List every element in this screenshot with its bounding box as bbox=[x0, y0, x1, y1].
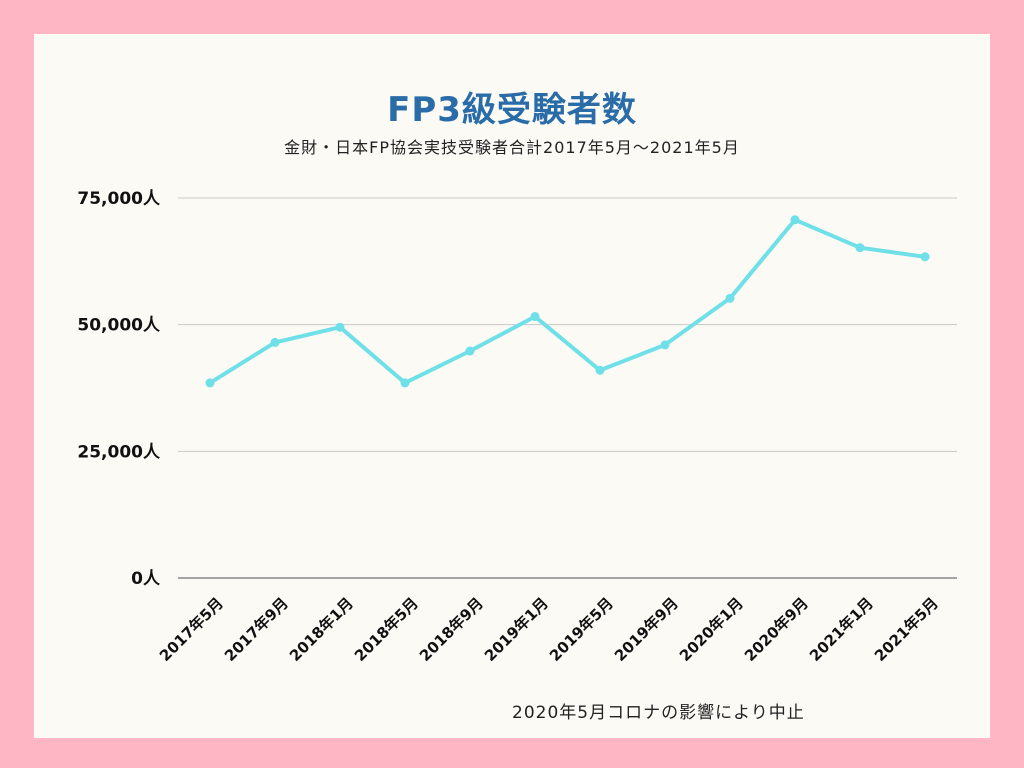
data-point bbox=[790, 215, 800, 225]
data-point bbox=[530, 312, 540, 322]
series-points bbox=[205, 215, 930, 388]
grid-lines bbox=[178, 197, 957, 579]
x-tick-label: 2017年9月 bbox=[221, 594, 292, 665]
series-line-path bbox=[208, 217, 927, 385]
x-tick-label: 2020年1月 bbox=[676, 594, 747, 665]
data-point bbox=[465, 346, 475, 356]
x-tick-label: 2019年9月 bbox=[611, 594, 682, 665]
chart-annotation: 2020年5月コロナの影響により中止 bbox=[512, 703, 805, 723]
data-point bbox=[270, 337, 280, 347]
data-point bbox=[725, 293, 735, 303]
x-tick-label: 2018年1月 bbox=[286, 594, 357, 665]
chart-title: FP3級受験者数 bbox=[387, 90, 637, 130]
data-point bbox=[595, 365, 605, 375]
x-tick-label: 2019年1月 bbox=[481, 594, 552, 665]
y-tick-label: 75,000人 bbox=[77, 189, 161, 209]
x-tick-label: 2020年9月 bbox=[741, 594, 812, 665]
x-tick-label: 2017年5月 bbox=[156, 594, 227, 665]
series-line bbox=[208, 217, 927, 385]
x-axis-ticks: 2017年5月2017年9月2018年1月2018年5月2018年9月2019年… bbox=[156, 594, 942, 665]
data-point bbox=[660, 340, 670, 350]
y-tick-label: 25,000人 bbox=[77, 442, 161, 462]
data-point bbox=[400, 378, 410, 388]
data-point bbox=[335, 322, 345, 332]
x-tick-label: 2021年1月 bbox=[806, 594, 877, 665]
x-tick-label: 2019年5月 bbox=[546, 594, 617, 665]
y-tick-label: 50,000人 bbox=[77, 316, 161, 336]
x-tick-label: 2021年5月 bbox=[871, 594, 942, 665]
chart-card: FP3級受験者数 金財・日本FP協会実技受験者合計2017年5月～2021年5月… bbox=[34, 34, 990, 738]
data-point bbox=[920, 252, 930, 262]
chart-subtitle: 金財・日本FP協会実技受験者合計2017年5月～2021年5月 bbox=[284, 138, 740, 157]
x-tick-label: 2018年9月 bbox=[416, 594, 487, 665]
data-point bbox=[205, 378, 215, 388]
data-point bbox=[855, 243, 865, 253]
y-axis-ticks: 0人 25,000人 50,000人 75,000人 bbox=[77, 189, 161, 589]
y-tick-label: 0人 bbox=[131, 569, 161, 589]
x-tick-label: 2018年5月 bbox=[351, 594, 422, 665]
